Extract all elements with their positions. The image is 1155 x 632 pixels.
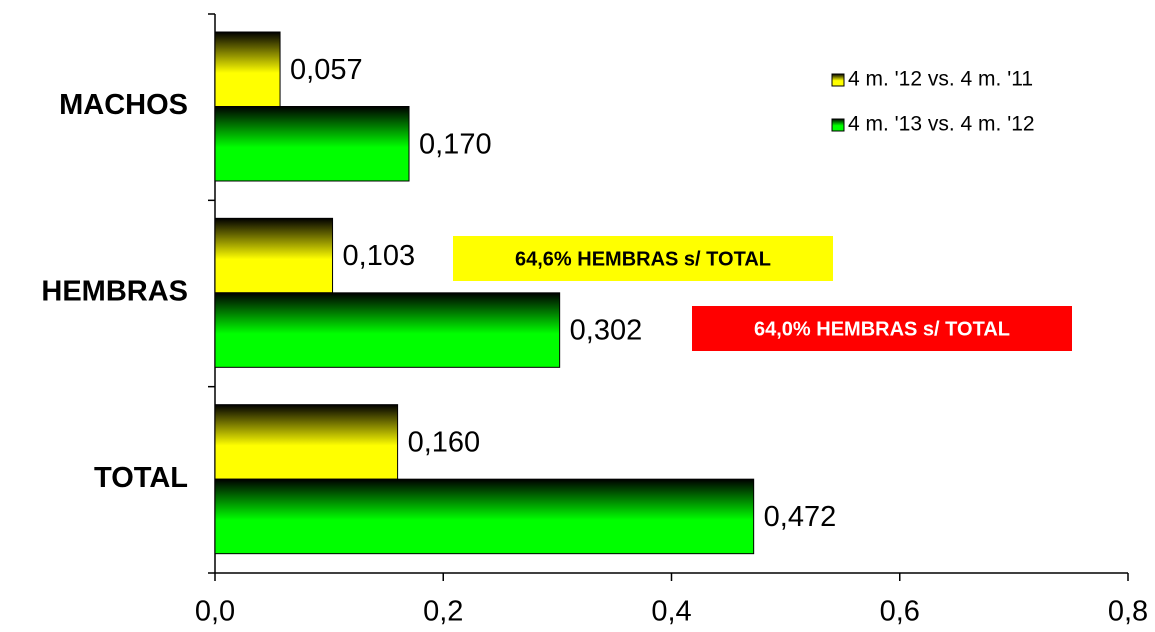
data-label: 0,170 xyxy=(419,128,492,160)
legend-swatch xyxy=(831,73,845,87)
bar xyxy=(214,292,561,368)
legend-swatch xyxy=(831,118,845,132)
data-label: 0,472 xyxy=(764,501,837,533)
annotation-text: 64,0% HEMBRAS s/ TOTAL xyxy=(754,318,1010,340)
x-tick-label: 0,8 xyxy=(1108,596,1148,628)
x-tick-label: 0,4 xyxy=(651,596,691,628)
x-tick-label: 0,2 xyxy=(423,596,463,628)
data-label: 0,302 xyxy=(570,315,643,347)
annotation-box xyxy=(453,236,833,281)
category-label: TOTAL xyxy=(94,462,188,494)
bar xyxy=(214,106,410,182)
legend-label: 4 m. '12 vs. 4 m. '11 xyxy=(848,68,1033,91)
data-label: 0,160 xyxy=(408,427,481,459)
annotation-text: 64,6% HEMBRAS s/ TOTAL xyxy=(515,248,771,270)
annotation-box xyxy=(692,306,1072,351)
bar xyxy=(214,217,334,294)
bar xyxy=(214,404,399,480)
category-label: MACHOS xyxy=(59,89,188,121)
bar xyxy=(214,478,755,555)
x-tick-label: 0,6 xyxy=(880,596,920,628)
bar xyxy=(214,31,281,107)
category-label: HEMBRAS xyxy=(41,275,188,307)
legend-label: 4 m. '13 vs. 4 m. '12 xyxy=(848,113,1035,136)
data-label: 0,057 xyxy=(290,54,363,86)
data-label: 0,103 xyxy=(343,240,416,272)
x-tick-label: 0,0 xyxy=(195,596,235,628)
